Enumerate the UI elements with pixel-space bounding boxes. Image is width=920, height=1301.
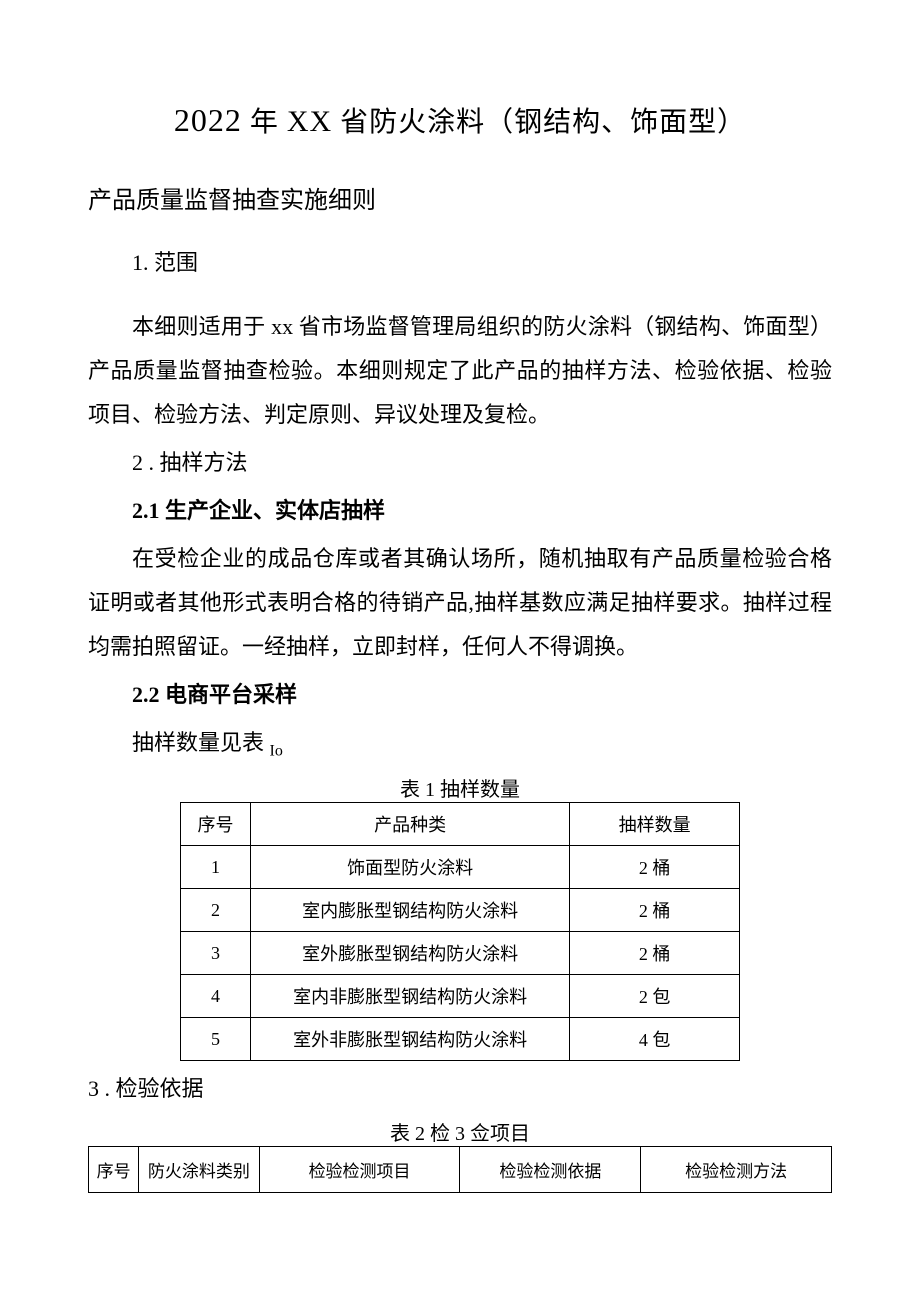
s22-sub: Io — [270, 742, 283, 759]
table-row: 序号 防火涂料类别 检验检测项目 检验检测依据 检验检测方法 — [89, 1147, 832, 1193]
table-header: 序号 — [181, 803, 251, 846]
table-header: 抽样数量 — [570, 803, 740, 846]
section-2-1-paragraph: 在受检企业的成品仓库或者其确认场所，随机抽取有产品质量检验合格证明或者其他形式表… — [88, 537, 832, 669]
title-rest: 省防火涂料（钢结构、饰面型） — [332, 107, 746, 138]
table-cell: 2 包 — [570, 975, 740, 1018]
table-cell: 室外非膨胀型钢结构防火涂料 — [250, 1018, 569, 1061]
table-row: 5 室外非膨胀型钢结构防火涂料 4 包 — [181, 1018, 740, 1061]
table-row: 4 室内非膨胀型钢结构防火涂料 2 包 — [181, 975, 740, 1018]
table-cell: 饰面型防火涂料 — [250, 846, 569, 889]
table-header: 检验检测依据 — [460, 1147, 641, 1193]
table-cell: 4 包 — [570, 1018, 740, 1061]
table-cell: 3 — [181, 932, 251, 975]
table-cell: 2 桶 — [570, 889, 740, 932]
table-header: 序号 — [89, 1147, 139, 1193]
table-header: 检验检测方法 — [641, 1147, 832, 1193]
section-2-2-heading: 2.2 电商平台采样 — [88, 673, 832, 717]
section-1-paragraph: 本细则适用于 xx 省市场监督管理局组织的防火涂料（钢结构、饰面型）产品质量监督… — [88, 305, 832, 437]
s22-prefix: 抽样数量见表 — [132, 730, 270, 755]
table-row: 3 室外膨胀型钢结构防火涂料 2 桶 — [181, 932, 740, 975]
table-2-caption: 表 2 检 3 佥项目 — [88, 1117, 832, 1146]
subtitle: 产品质量监督抽查实施细则 — [88, 180, 832, 215]
title-year-suffix: 年 — [242, 107, 287, 138]
table-row: 2 室内膨胀型钢结构防火涂料 2 桶 — [181, 889, 740, 932]
page-title: 2022 年 XX 省防火涂料（钢结构、饰面型） — [88, 100, 832, 140]
table-cell: 室内膨胀型钢结构防火涂料 — [250, 889, 569, 932]
table-cell: 2 桶 — [570, 932, 740, 975]
table-1-caption: 表 1 抽样数量 — [88, 773, 832, 802]
section-3-heading: 3 . 检验依据 — [88, 1067, 832, 1111]
table-cell: 5 — [181, 1018, 251, 1061]
section-2-2-line: 抽样数量见表 Io — [88, 721, 832, 767]
table-cell: 室外膨胀型钢结构防火涂料 — [250, 932, 569, 975]
table-cell: 4 — [181, 975, 251, 1018]
table-1-sampling: 序号 产品种类 抽样数量 1 饰面型防火涂料 2 桶 2 室内膨胀型钢结构防火涂… — [180, 802, 740, 1061]
section-1-heading: 1. 范围 — [88, 245, 832, 277]
table-cell: 1 — [181, 846, 251, 889]
title-year: 2022 — [174, 102, 242, 138]
table-row: 序号 产品种类 抽样数量 — [181, 803, 740, 846]
table-2-inspect: 序号 防火涂料类别 检验检测项目 检验检测依据 检验检测方法 — [88, 1146, 832, 1193]
table-cell: 室内非膨胀型钢结构防火涂料 — [250, 975, 569, 1018]
section-2-1-heading: 2.1 生产企业、实体店抽样 — [88, 489, 832, 533]
table-row: 1 饰面型防火涂料 2 桶 — [181, 846, 740, 889]
table-header: 防火涂料类别 — [139, 1147, 259, 1193]
table-header: 检验检测项目 — [259, 1147, 460, 1193]
title-xx: XX — [287, 105, 332, 138]
table-cell: 2 — [181, 889, 251, 932]
table-header: 产品种类 — [250, 803, 569, 846]
table-cell: 2 桶 — [570, 846, 740, 889]
section-2-heading: 2 . 抽样方法 — [88, 441, 832, 485]
